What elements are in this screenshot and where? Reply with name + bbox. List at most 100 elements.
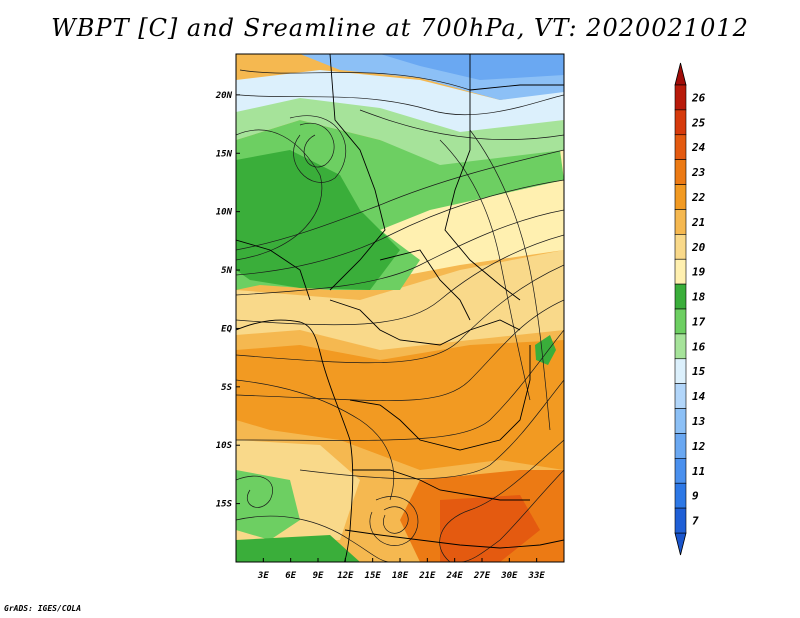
colorbar-swatch: [674, 358, 687, 384]
field-region-pale-cyan: [236, 70, 564, 132]
border: [329, 299, 521, 346]
colorbar-label: 21: [691, 216, 705, 229]
lon-tick-label: 30E: [500, 571, 518, 581]
lon-tick-label: 18E: [392, 571, 409, 581]
border: [444, 54, 521, 301]
colorbar-label: 12: [692, 440, 706, 453]
streamline: [369, 496, 419, 546]
streamline: [236, 209, 564, 296]
colorbar-label: 23: [691, 166, 706, 179]
colorbar-swatch: [674, 433, 687, 459]
streamline: [239, 69, 471, 91]
lat-tick-label: 10S: [216, 441, 233, 451]
streamline: [236, 179, 564, 276]
lat-tick-label: 10N: [216, 208, 233, 218]
colorbar-label: 11: [692, 465, 705, 478]
colorbar-swatch: [674, 308, 687, 335]
colorbar-swatch: [674, 84, 687, 111]
colorbar-label: 17: [692, 315, 706, 328]
border: [329, 54, 386, 291]
streamline: [359, 109, 564, 140]
colorbar-swatch: [674, 507, 687, 534]
streamline: [236, 234, 564, 326]
colorbar-swatch: [674, 184, 687, 210]
streamline: [236, 379, 394, 501]
colorbar-label: 16: [692, 340, 706, 353]
lon-tick-label: 24E: [446, 571, 464, 581]
map-title: WBPT [C] and Sreamline at 700hPa, VT: 20…: [51, 14, 749, 42]
colorbar-swatch: [674, 234, 687, 260]
colorbar-label: 26: [691, 91, 706, 104]
map-panel: [236, 54, 564, 562]
colorbar-label: 15: [692, 365, 706, 378]
colorbar-swatch: [674, 209, 687, 235]
border: [236, 239, 311, 301]
lon-tick-label: 9E: [313, 571, 324, 581]
lon-tick-label: 6E: [285, 571, 296, 581]
field-region-lake-green: [535, 335, 556, 365]
colorbar-label: 14: [692, 390, 706, 403]
grads-credit: GrADS: IGES/COLA: [4, 604, 82, 613]
border: [349, 345, 531, 451]
colorbar: 26 25 24 23 22 21 20 19 18 17 16 15 14 13 12 11 9 7: [674, 62, 706, 556]
lon-tick-label: 12E: [337, 571, 354, 581]
streamline: [236, 264, 564, 364]
lat-tick-label: 20N: [215, 91, 233, 101]
colorbar-label: 18: [692, 291, 706, 304]
streamline: [289, 115, 346, 183]
streamline: [459, 469, 564, 562]
colorbar-swatch: [674, 283, 687, 310]
lat-tick-label: EQ: [221, 324, 232, 334]
colorbar-label: 22: [691, 191, 706, 204]
border: [352, 469, 530, 501]
coastline: [236, 319, 354, 562]
colorbar-label: 19: [692, 266, 706, 279]
streamline: [236, 515, 391, 562]
colorbar-swatch: [674, 383, 687, 409]
lon-tick-label: 33E: [528, 571, 546, 581]
colorbar-swatch: [674, 408, 687, 434]
colorbar-swatch: [674, 109, 687, 136]
lon-tick-label: 3E: [257, 571, 269, 581]
colorbar-swatch: [674, 159, 687, 185]
lat-tick-label: 5S: [221, 383, 232, 393]
border: [469, 84, 564, 91]
colorbar-label: 25: [691, 116, 706, 129]
lat-tick-label: 15S: [216, 500, 233, 510]
border: [379, 249, 471, 321]
lon-tick-label: 15E: [365, 571, 382, 581]
streamline: [439, 439, 564, 562]
streamline: [383, 506, 409, 534]
axis-ticks: 3E 6E 9E 12E 15E 18E 21E 24E 27E 30E 33E 20N 15N 10N 5…: [215, 91, 546, 581]
lon-tick-label: 27E: [473, 571, 491, 581]
lon-tick-label: 21E: [418, 571, 436, 581]
colorbar-label: 13: [692, 415, 706, 428]
colorbar-swatch: [674, 333, 687, 360]
colorbar-swatch: [674, 482, 687, 509]
streamline: [236, 129, 323, 261]
field-region-south-green: [236, 535, 360, 562]
colorbar-label: 9: [692, 490, 699, 503]
colorbar-label: 7: [692, 515, 699, 528]
streamline: [299, 122, 335, 168]
colorbar-label: 20: [691, 241, 706, 254]
lat-tick-label: 15N: [216, 149, 233, 159]
country-borders: [236, 54, 564, 562]
colorbar-bottom-triangle: [674, 532, 687, 556]
border: [344, 529, 564, 549]
streamline: [439, 139, 531, 401]
streamline: [299, 379, 564, 480]
colorbar-swatch: [674, 134, 687, 160]
colorbar-top-triangle: [674, 62, 687, 86]
lat-tick-label: 5N: [221, 266, 232, 276]
streamline: [239, 94, 564, 116]
colorbar-swatch: [674, 458, 687, 484]
colorbar-swatch: [674, 258, 687, 285]
streamline: [236, 329, 564, 441]
colorbar-label: 24: [691, 141, 706, 154]
streamline: [236, 149, 564, 251]
field-region-southwest-green: [236, 470, 300, 540]
field-region-blue: [380, 54, 564, 80]
field-region-light-orange: [236, 250, 564, 350]
